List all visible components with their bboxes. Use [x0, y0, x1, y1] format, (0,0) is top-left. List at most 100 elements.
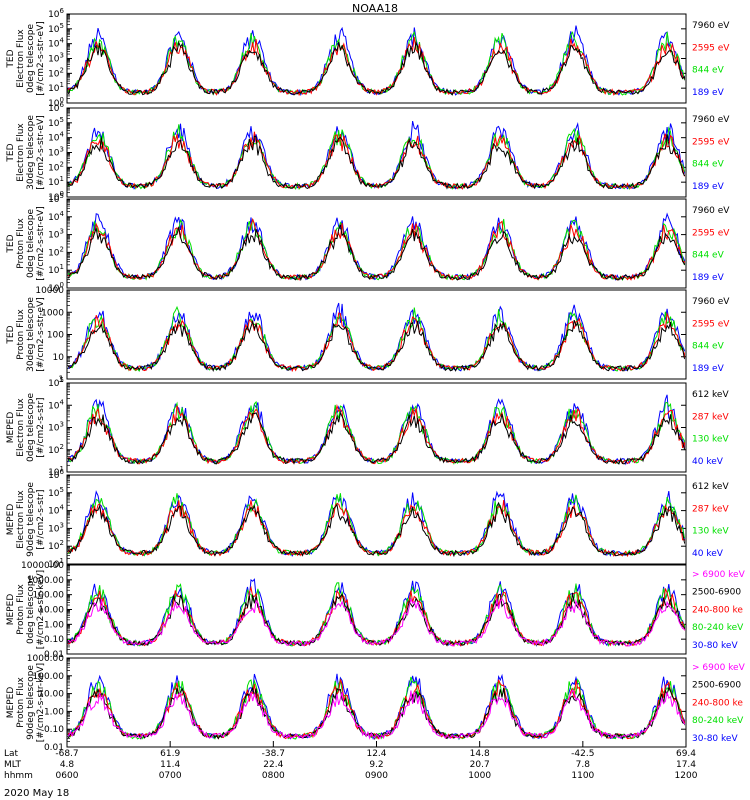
y-tick-label: 0.10 — [44, 725, 64, 735]
series-trace-green — [68, 124, 685, 191]
y-tick-label: 104 — [48, 398, 64, 411]
legend-entry: 80-240 keV — [692, 623, 744, 633]
y-tick-label: 103 — [48, 521, 64, 534]
legend-entry: 612 keV — [692, 390, 729, 400]
y-tick-label: 10.00 — [38, 690, 64, 700]
x-row-label: hhmm — [4, 771, 33, 781]
panel-frame — [66, 13, 687, 104]
legend-entry: 30-80 keV — [692, 734, 738, 744]
x-tick-label: 0900 — [365, 771, 388, 781]
series-trace-black — [68, 40, 685, 96]
legend-entry: 2595 eV — [692, 43, 730, 53]
y-axis-label-line: [#/cm2-s-str] — [36, 397, 46, 457]
legend-entry: 7960 eV — [692, 21, 730, 31]
series-trace-green — [68, 218, 685, 281]
y-axis-label-line: Electron Flux — [16, 123, 26, 182]
panel-frame — [66, 198, 687, 289]
y-axis-label-line: [#/cm2-s-str-eV] — [36, 115, 46, 190]
legend-entry: 844 eV — [692, 342, 725, 352]
legend-entry: 189 eV — [692, 88, 725, 98]
y-tick-label: 1.00 — [44, 620, 64, 630]
series-trace-magenta — [68, 689, 685, 740]
legend-entry: 30-80 keV — [692, 641, 738, 651]
legend-entry: 844 eV — [692, 160, 725, 170]
series-trace-green — [68, 400, 685, 465]
y-axis-label-line: 90deg telescope — [26, 482, 36, 557]
series-trace-red — [68, 131, 685, 190]
x-tick-label: 7.8 — [576, 760, 591, 770]
panel-4: 1 10 100 1000 10000 TED Proton Flux 30deg teles… — [6, 286, 730, 385]
y-axis-label-line: [#/cm2-s-str-keV] — [36, 570, 46, 649]
series-trace-red — [68, 311, 685, 373]
y-axis-label-line: [#/cm2-s-str] — [36, 489, 46, 549]
legend-entry: 189 eV — [692, 182, 725, 192]
y-tick-label: 1000 — [41, 308, 64, 318]
y-tick-label: 105 — [48, 376, 64, 389]
y-axis-label-line: Proton Flux — [16, 584, 26, 635]
series-trace-blue — [68, 212, 685, 281]
legend-entry: 130 keV — [692, 435, 729, 445]
y-tick-label: 10000 — [35, 286, 64, 296]
y-tick-label: 106 — [48, 7, 64, 20]
x-tick-label: -68.7 — [55, 749, 78, 759]
series-trace-black — [68, 318, 685, 372]
y-axis-label-line: 90deg telescope — [26, 665, 36, 740]
x-tick-label: -38.7 — [262, 749, 285, 759]
x-tick-label: 22.4 — [263, 760, 283, 770]
y-tick-label: 1000.00 — [27, 576, 64, 586]
series-trace-green — [68, 30, 685, 96]
panel-traces — [68, 578, 685, 648]
panel-traces — [68, 394, 685, 466]
legend-entry: 130 keV — [692, 527, 729, 537]
y-axis-label-line: MEPED — [6, 594, 16, 626]
series-trace-green — [68, 493, 685, 557]
x-tick-label: 1200 — [675, 771, 698, 781]
legend-entry: > 6900 keV — [692, 570, 746, 580]
y-tick-label: 102 — [48, 443, 64, 456]
y-axis-label-line: 30deg telescope — [26, 115, 36, 190]
panel-8: 0.01 0.10 1.00 10.00 100.00 1000.00 MEPED Proto… — [6, 654, 746, 753]
y-axis-label-line: MEPED — [6, 412, 16, 444]
legend-entry: 844 eV — [692, 251, 725, 261]
series-trace-black — [68, 411, 685, 465]
y-tick-label: 104 — [48, 210, 64, 223]
legend-entry: 7960 eV — [692, 297, 730, 307]
y-axis-label-line: [#/cm2-s-str-eV] — [36, 206, 46, 281]
y-axis-label-line: 0deg telescope — [26, 575, 36, 645]
panel-traces — [68, 490, 685, 558]
x-tick-label: 69.4 — [676, 749, 696, 759]
y-tick-label: 0.01 — [44, 743, 64, 753]
legend-entry: 2500-6900 — [692, 588, 741, 598]
x-tick-label: 0800 — [262, 771, 285, 781]
series-trace-red — [68, 37, 685, 97]
panel-frame — [66, 474, 687, 565]
legend-entry: 2595 eV — [692, 137, 730, 147]
legend-entry: 612 keV — [692, 482, 729, 492]
y-tick-label: 0.10 — [44, 635, 64, 645]
y-tick-label: 102 — [48, 245, 64, 258]
series-trace-red — [68, 217, 685, 281]
x-axis-labels: Lat -68.7 61.9 -38.7 12.4 14.8 -42.5 69.4 MLT 4.8… — [4, 741, 698, 781]
panel-traces — [68, 302, 685, 373]
y-tick-label: 1 — [58, 375, 64, 385]
y-tick-label: 105 — [48, 486, 64, 499]
x-row-label: Lat — [4, 749, 19, 759]
legend-entry: 2595 eV — [692, 228, 730, 238]
y-tick-label: 1000.00 — [27, 654, 64, 664]
series-trace-blue — [68, 25, 685, 97]
y-tick-label: 1.00 — [44, 707, 64, 717]
series-trace-blue — [68, 394, 685, 466]
legend-entry: 80-240 keV — [692, 716, 744, 726]
y-axis-label-line: TED — [6, 325, 16, 344]
y-axis-label-line: MEPED — [6, 504, 16, 536]
y-tick-label: 103 — [48, 146, 64, 159]
legend-entry: 2595 eV — [692, 319, 730, 329]
y-axis-label-line: Electron Flux — [16, 29, 26, 88]
legend-entry: 40 keV — [692, 457, 724, 467]
y-tick-label: 100.00 — [33, 672, 65, 682]
